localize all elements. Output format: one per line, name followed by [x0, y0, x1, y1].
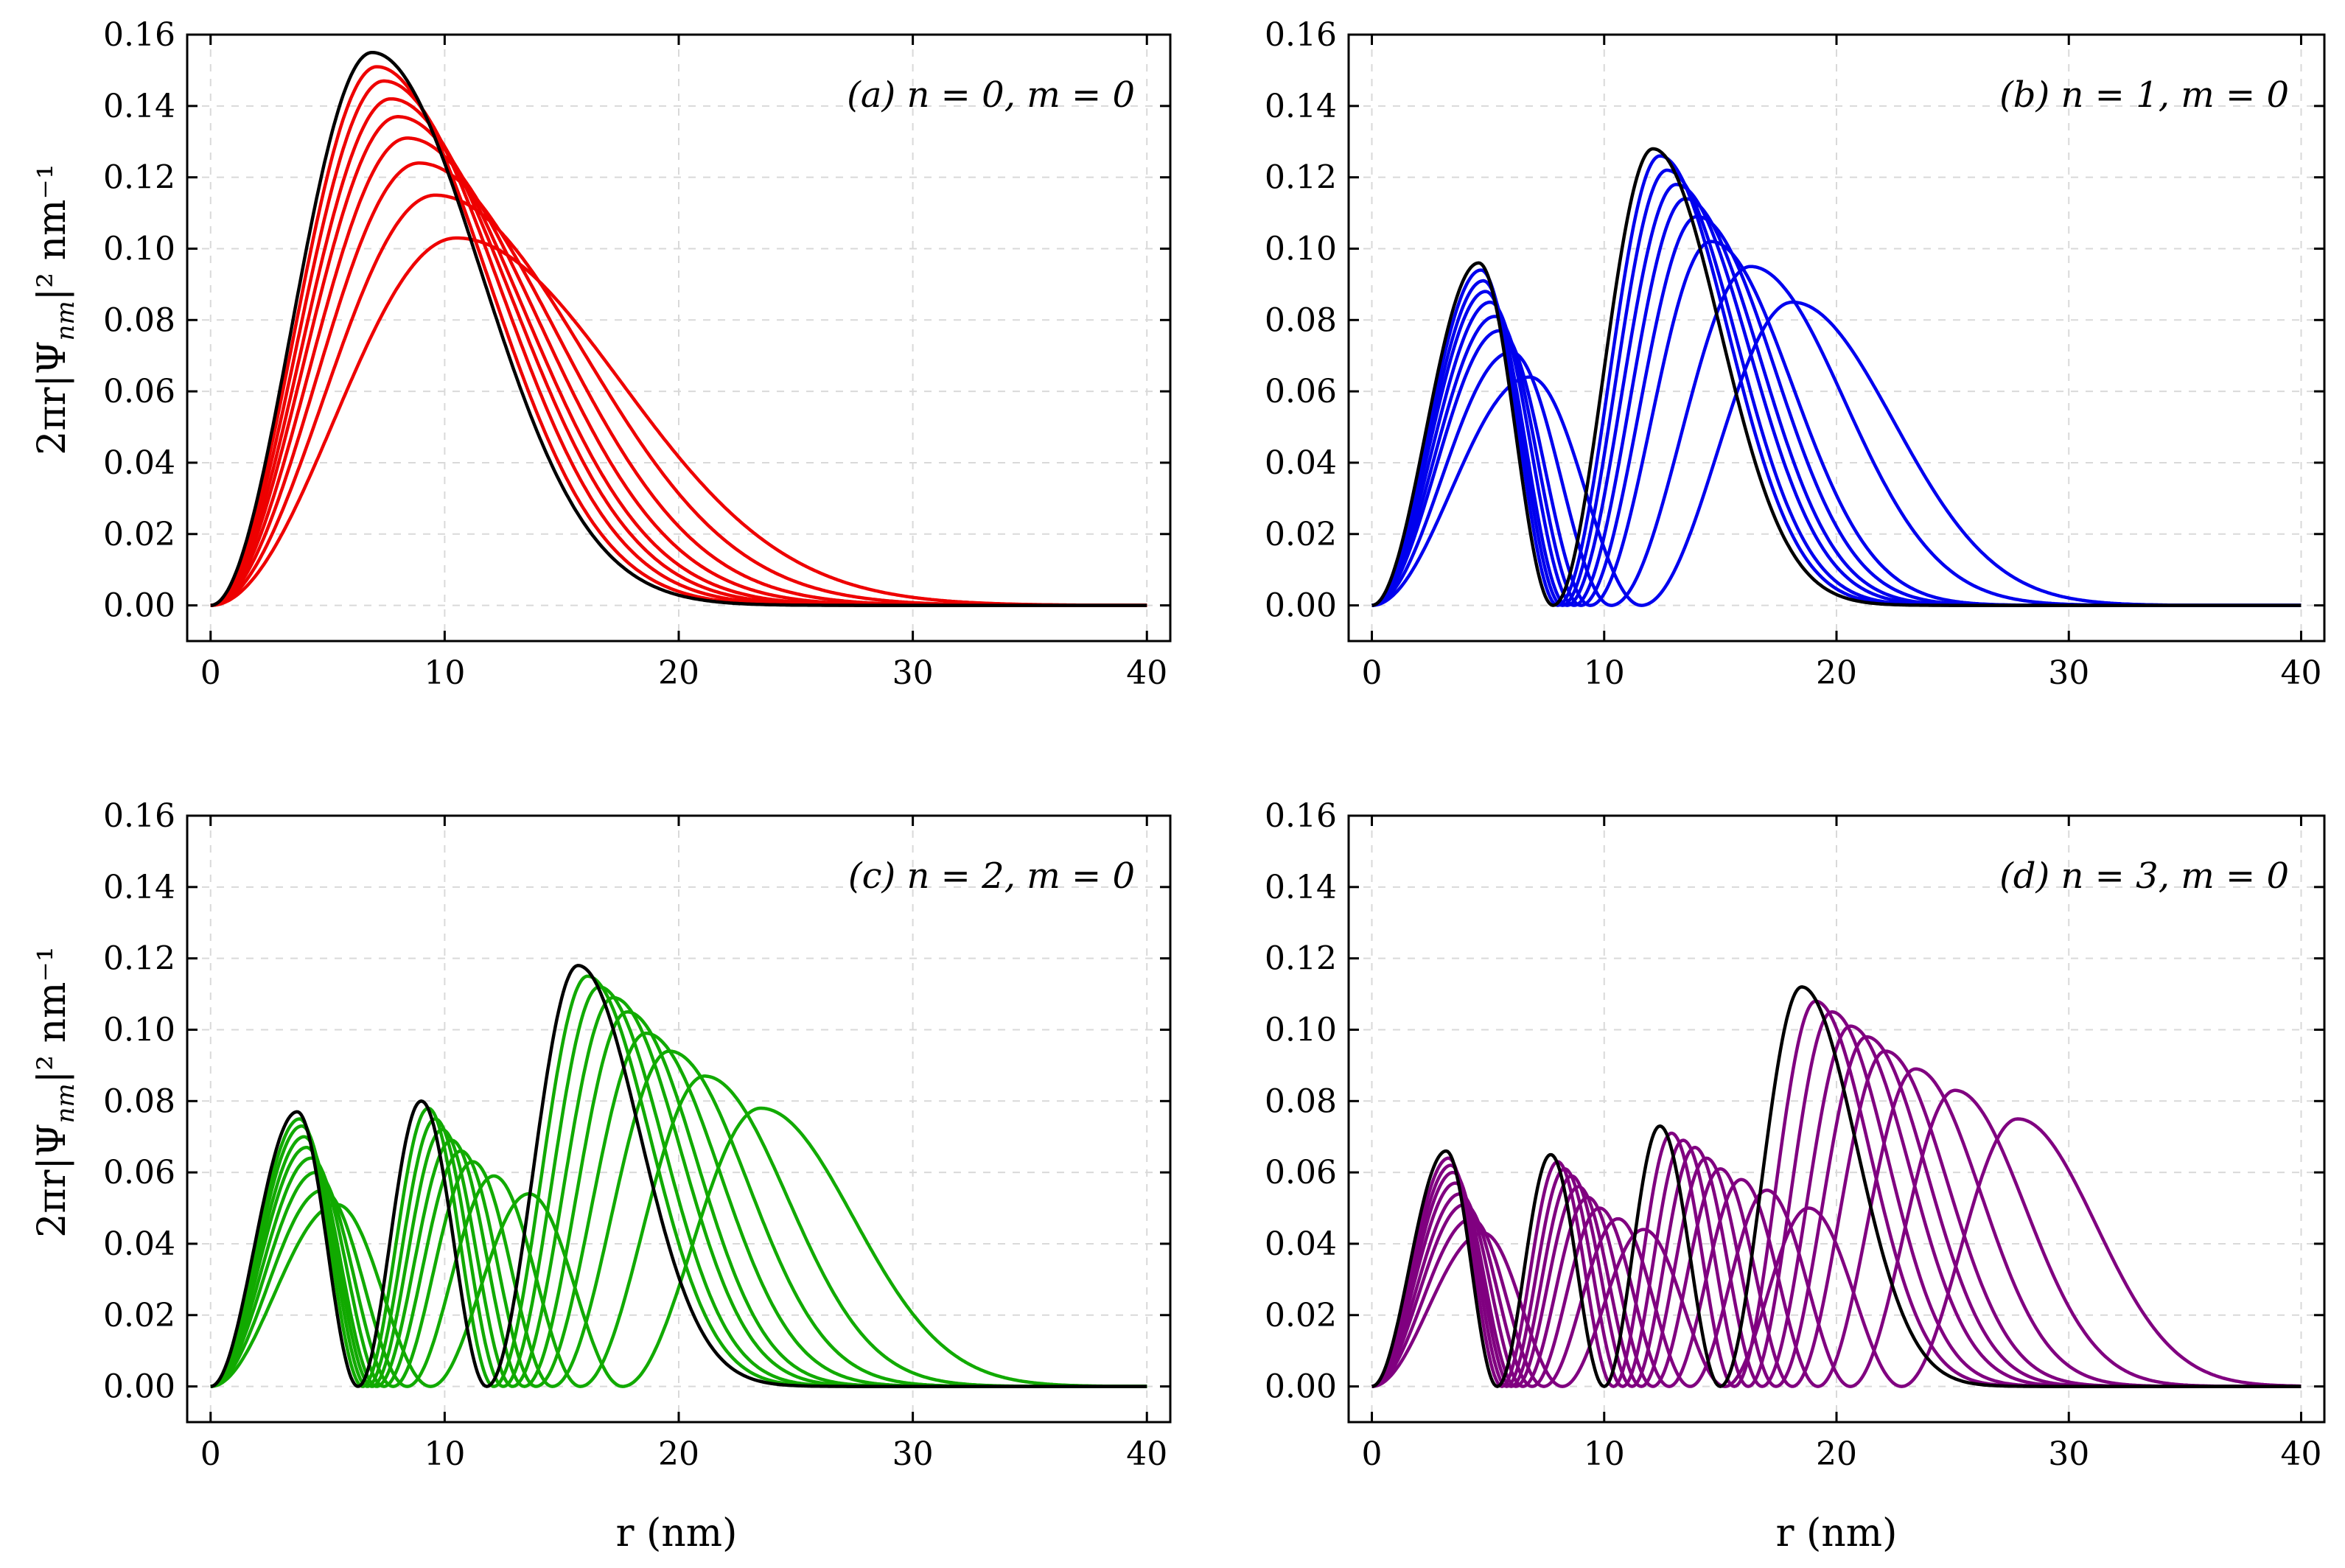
- y-tick-label: 0.02: [1265, 1297, 1337, 1334]
- x-tick-label: 40: [2280, 1435, 2321, 1473]
- y-tick-label: 0.12: [103, 159, 175, 197]
- figure-ylabel-top: 2πr|Ψnm|² nm⁻¹: [30, 164, 80, 455]
- y-tick-label: 0.08: [1265, 1082, 1337, 1120]
- series-line-s7: [1371, 1088, 2302, 1388]
- x-tick-label: 20: [1816, 1435, 1857, 1473]
- y-tick-label: 0.00: [103, 1368, 175, 1406]
- chart-panel-c: 0 10 20 30 40 0.00 0.02 0.04 0.06 0.08 0.10 0.12 0.1…: [103, 797, 1172, 1473]
- y-tick-label: 0.14: [1265, 869, 1337, 906]
- y-tick-label: 0.06: [1265, 373, 1337, 410]
- y-tick-label: 0.00: [103, 587, 175, 625]
- y-tick-label: 0.16: [103, 797, 175, 835]
- y-tick-label: 0.00: [1265, 1368, 1337, 1406]
- x-tick-label: 30: [892, 654, 934, 692]
- x-tick-label: 40: [2280, 654, 2321, 692]
- series-line-black: [1371, 985, 2302, 1388]
- y-tick-label: 0.12: [1265, 159, 1337, 197]
- ylabel-tail: |² nm⁻¹: [30, 946, 74, 1083]
- series-line-black: [210, 964, 1147, 1388]
- x-tick-label: 10: [1584, 1435, 1625, 1473]
- series-line-black: [1371, 147, 2302, 607]
- series-line-black: [210, 50, 1147, 607]
- y-tick-label: 0.02: [103, 1297, 175, 1334]
- y-tick-label: 0.14: [103, 869, 175, 906]
- ylabel-main: 2πr|Ψ: [30, 1123, 74, 1237]
- chart-panel-b: 0 10 20 30 40 0.00 0.02 0.04 0.06 0.08 0.10 0.12 0.1…: [1265, 16, 2326, 692]
- y-tick-label: 0.10: [1265, 230, 1337, 267]
- x-tick-label: 0: [1362, 654, 1383, 692]
- x-tick-label: 30: [2048, 654, 2089, 692]
- ylabel-sub: nm: [51, 301, 80, 340]
- panel-annotation: (c) n = 2, m = 0: [848, 855, 1135, 897]
- xlabel-right: r (nm): [1776, 1511, 1898, 1555]
- y-tick-label: 0.16: [1265, 797, 1337, 835]
- series-line-s8: [1371, 1117, 2302, 1388]
- y-tick-label: 0.08: [1265, 301, 1337, 339]
- chart-panel-a: 0 10 20 30 40 0.00 0.02 0.04 0.06 0.08 0.10 0.12 0.1…: [103, 16, 1172, 692]
- y-tick-label: 0.02: [103, 516, 175, 553]
- ylabel-sub: nm: [51, 1083, 80, 1123]
- x-tick-label: 0: [200, 1435, 221, 1473]
- panel-annotation: (d) n = 3, m = 0: [1999, 855, 2289, 897]
- x-tick-label: 10: [1584, 654, 1625, 692]
- y-tick-label: 0.04: [103, 1225, 175, 1263]
- x-tick-label: 20: [658, 654, 699, 692]
- y-tick-label: 0.16: [1265, 16, 1337, 54]
- chart-panel-d: 0 10 20 30 40 0.00 0.02 0.04 0.06 0.08 0.10 0.12 0.1…: [1265, 797, 2326, 1473]
- x-tick-label: 40: [1126, 1435, 1167, 1473]
- y-tick-label: 0.10: [1265, 1011, 1337, 1049]
- x-tick-label: 30: [2048, 1435, 2089, 1473]
- x-tick-label: 10: [424, 1435, 465, 1473]
- x-tick-label: 10: [424, 654, 465, 692]
- y-tick-label: 0.08: [103, 1082, 175, 1120]
- panels: 0 10 20 30 40 0.00 0.02 0.04 0.06 0.08 0.10 0.12 0.1…: [103, 16, 2326, 1473]
- y-tick-label: 0.10: [103, 1011, 175, 1049]
- y-tick-label: 0.14: [103, 88, 175, 125]
- y-tick-label: 0.04: [1265, 1225, 1337, 1263]
- y-tick-label: 0.16: [103, 16, 175, 54]
- y-tick-label: 0.06: [103, 1154, 175, 1191]
- ylabel-main: 2πr|Ψ: [30, 340, 74, 455]
- y-tick-label: 0.04: [1265, 444, 1337, 482]
- y-tick-label: 0.02: [1265, 516, 1337, 553]
- y-tick-label: 0.04: [103, 444, 175, 482]
- series-line-s8: [210, 236, 1147, 607]
- x-tick-label: 20: [1816, 654, 1857, 692]
- series-line-s5: [210, 136, 1147, 607]
- y-tick-label: 0.00: [1265, 587, 1337, 625]
- x-tick-label: 0: [1362, 1435, 1383, 1473]
- xlabel-left: r (nm): [616, 1511, 738, 1555]
- y-tick-label: 0.08: [103, 301, 175, 339]
- x-tick-label: 40: [1126, 654, 1167, 692]
- svg-text:2πr|Ψnm|² nm⁻¹: 2πr|Ψnm|² nm⁻¹: [30, 946, 80, 1237]
- x-tick-label: 0: [200, 654, 221, 692]
- panel-annotation: (b) n = 1, m = 0: [1999, 74, 2289, 116]
- svg-text:2πr|Ψnm|² nm⁻¹: 2πr|Ψnm|² nm⁻¹: [30, 164, 80, 455]
- series-line-s3: [210, 97, 1147, 607]
- panel-annotation: (a) n = 0, m = 0: [847, 74, 1135, 116]
- x-tick-label: 30: [892, 1435, 934, 1473]
- y-tick-label: 0.06: [103, 373, 175, 410]
- y-tick-label: 0.10: [103, 230, 175, 267]
- series-line-s8: [210, 1106, 1147, 1388]
- y-tick-label: 0.06: [1265, 1154, 1337, 1191]
- y-tick-label: 0.14: [1265, 88, 1337, 125]
- y-tick-label: 0.12: [1265, 940, 1337, 978]
- ylabel-tail: |² nm⁻¹: [30, 164, 74, 301]
- y-tick-label: 0.12: [103, 940, 175, 978]
- figure-ylabel-bottom: 2πr|Ψnm|² nm⁻¹: [30, 946, 80, 1237]
- x-tick-label: 20: [658, 1435, 699, 1473]
